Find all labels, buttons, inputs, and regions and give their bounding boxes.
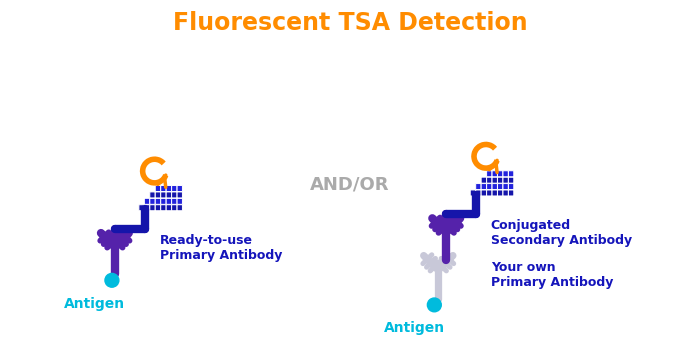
Text: Ready-to-use
Primary Antibody: Ready-to-use Primary Antibody bbox=[160, 234, 282, 262]
FancyBboxPatch shape bbox=[508, 171, 514, 177]
FancyBboxPatch shape bbox=[503, 177, 508, 183]
FancyBboxPatch shape bbox=[492, 171, 498, 177]
FancyBboxPatch shape bbox=[508, 177, 514, 183]
FancyBboxPatch shape bbox=[498, 190, 503, 196]
FancyBboxPatch shape bbox=[161, 205, 166, 211]
FancyBboxPatch shape bbox=[492, 177, 498, 183]
FancyBboxPatch shape bbox=[155, 192, 160, 198]
FancyBboxPatch shape bbox=[503, 171, 508, 177]
FancyBboxPatch shape bbox=[161, 198, 166, 204]
FancyBboxPatch shape bbox=[476, 190, 481, 196]
FancyBboxPatch shape bbox=[166, 205, 172, 211]
FancyBboxPatch shape bbox=[155, 205, 160, 211]
FancyBboxPatch shape bbox=[503, 183, 508, 190]
FancyBboxPatch shape bbox=[172, 192, 177, 198]
FancyBboxPatch shape bbox=[476, 183, 481, 190]
FancyBboxPatch shape bbox=[481, 177, 486, 183]
FancyBboxPatch shape bbox=[503, 190, 508, 196]
FancyBboxPatch shape bbox=[177, 205, 183, 211]
FancyBboxPatch shape bbox=[150, 198, 155, 204]
FancyBboxPatch shape bbox=[498, 177, 503, 183]
FancyBboxPatch shape bbox=[498, 171, 503, 177]
FancyBboxPatch shape bbox=[155, 198, 160, 204]
FancyBboxPatch shape bbox=[486, 171, 492, 177]
FancyBboxPatch shape bbox=[172, 205, 177, 211]
FancyBboxPatch shape bbox=[492, 183, 498, 190]
FancyBboxPatch shape bbox=[486, 177, 492, 183]
FancyBboxPatch shape bbox=[508, 183, 514, 190]
FancyBboxPatch shape bbox=[508, 190, 514, 196]
FancyBboxPatch shape bbox=[161, 186, 166, 191]
FancyBboxPatch shape bbox=[139, 205, 144, 211]
FancyBboxPatch shape bbox=[166, 198, 172, 204]
FancyBboxPatch shape bbox=[492, 190, 498, 196]
FancyBboxPatch shape bbox=[177, 198, 183, 204]
FancyBboxPatch shape bbox=[172, 198, 177, 204]
FancyBboxPatch shape bbox=[161, 192, 166, 198]
FancyBboxPatch shape bbox=[144, 198, 150, 204]
FancyBboxPatch shape bbox=[150, 205, 155, 211]
FancyBboxPatch shape bbox=[166, 192, 172, 198]
FancyBboxPatch shape bbox=[150, 192, 155, 198]
FancyBboxPatch shape bbox=[470, 190, 475, 196]
FancyBboxPatch shape bbox=[498, 183, 503, 190]
FancyBboxPatch shape bbox=[481, 183, 486, 190]
FancyBboxPatch shape bbox=[177, 192, 183, 198]
Text: Fluorescent TSA Detection: Fluorescent TSA Detection bbox=[173, 10, 527, 35]
FancyBboxPatch shape bbox=[172, 186, 177, 191]
Circle shape bbox=[428, 298, 441, 312]
Text: Your own
Primary Antibody: Your own Primary Antibody bbox=[491, 261, 613, 289]
FancyBboxPatch shape bbox=[155, 186, 160, 191]
Text: Antigen: Antigen bbox=[384, 321, 445, 335]
FancyBboxPatch shape bbox=[177, 186, 183, 191]
FancyBboxPatch shape bbox=[486, 190, 492, 196]
Circle shape bbox=[105, 273, 119, 287]
Text: Conjugated
Secondary Antibody: Conjugated Secondary Antibody bbox=[491, 219, 632, 247]
Text: Antigen: Antigen bbox=[64, 297, 125, 311]
FancyBboxPatch shape bbox=[166, 186, 172, 191]
FancyBboxPatch shape bbox=[481, 190, 486, 196]
Text: AND/OR: AND/OR bbox=[310, 176, 390, 194]
FancyBboxPatch shape bbox=[486, 183, 492, 190]
FancyBboxPatch shape bbox=[144, 205, 150, 211]
